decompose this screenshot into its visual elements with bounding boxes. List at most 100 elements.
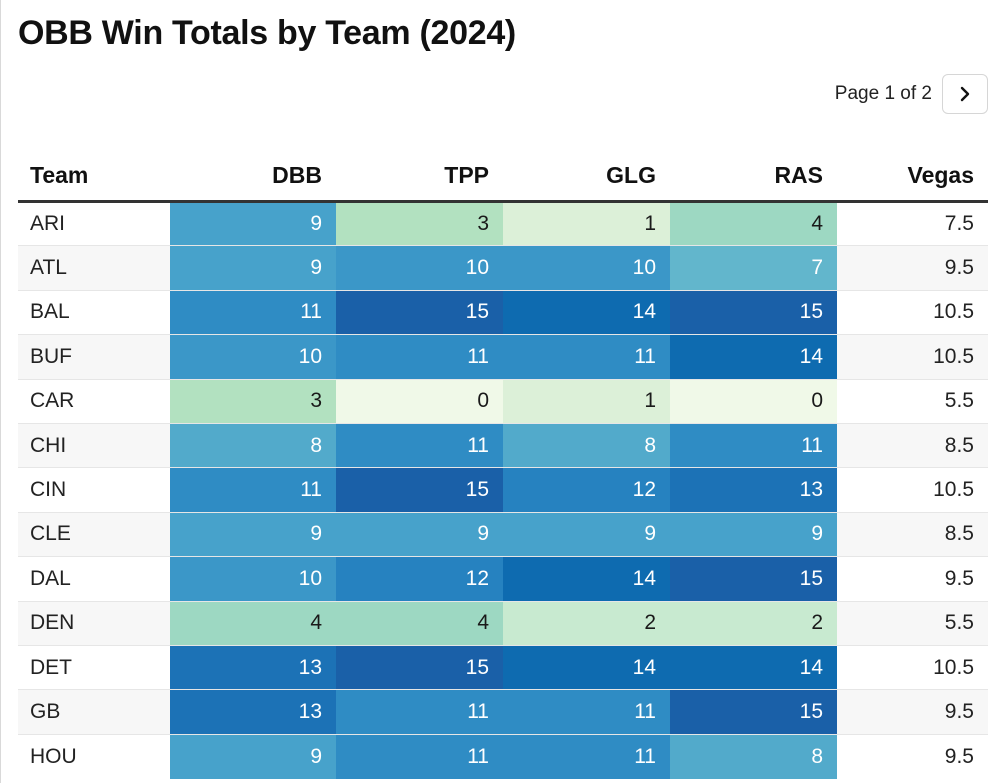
tpp-cell: 12 [336,556,503,602]
table-row: CHI 8 11 8 11 8.5 [18,422,988,468]
table-row: ARI 9 3 1 4 7.5 [18,200,988,246]
tpp-cell: 4 [336,600,503,646]
ras-cell: 11 [670,422,837,468]
dbb-cell: 4 [170,600,336,646]
tpp-cell: 3 [336,200,503,246]
team-cell: DAL [18,556,170,602]
vegas-cell: 10.5 [837,467,988,513]
vegas-cell: 9.5 [837,245,988,291]
vegas-cell: 5.5 [837,600,988,646]
column-header-ras[interactable]: RAS [670,150,837,203]
column-header-glg[interactable]: GLG [503,150,670,203]
ras-cell: 15 [670,689,837,735]
ras-cell: 0 [670,378,837,424]
vegas-cell: 8.5 [837,422,988,468]
team-cell: DEN [18,600,170,646]
column-header-vegas[interactable]: Vegas [837,150,988,203]
team-cell: CHI [18,422,170,468]
tpp-cell: 11 [336,422,503,468]
glg-cell: 14 [503,556,670,602]
tpp-cell: 15 [336,467,503,513]
team-cell: CAR [18,378,170,424]
page-left-border [0,0,1,783]
vegas-cell: 9.5 [837,556,988,602]
glg-cell: 11 [503,334,670,380]
dbb-cell: 13 [170,689,336,735]
team-cell: CIN [18,467,170,513]
table-row: BUF 10 11 11 14 10.5 [18,334,988,380]
glg-cell: 2 [503,600,670,646]
pagination: Page 1 of 2 [835,74,988,114]
table-body: ARI 9 3 1 4 7.5 ATL 9 10 10 7 9.5 BAL 11 15 14 15 10.5 BUF… [18,200,988,779]
glg-cell: 14 [503,644,670,690]
page-title: OBB Win Totals by Team (2024) [18,14,516,52]
team-cell: DET [18,644,170,690]
team-cell: ATL [18,245,170,291]
tpp-cell: 15 [336,644,503,690]
team-cell: CLE [18,511,170,557]
vegas-cell: 10.5 [837,289,988,335]
column-header-team[interactable]: Team [18,150,170,203]
header-row: Team DBB TPP GLG RAS Vegas [18,150,988,203]
ras-cell: 15 [670,289,837,335]
vegas-cell: 9.5 [837,689,988,735]
dbb-cell: 13 [170,644,336,690]
tpp-cell: 11 [336,733,503,779]
ras-cell: 14 [670,644,837,690]
glg-cell: 11 [503,733,670,779]
dbb-cell: 8 [170,422,336,468]
column-header-tpp[interactable]: TPP [336,150,503,203]
table-row: CIN 11 15 12 13 10.5 [18,467,988,513]
glg-cell: 9 [503,511,670,557]
vegas-cell: 7.5 [837,200,988,246]
ras-cell: 4 [670,200,837,246]
glg-cell: 1 [503,378,670,424]
dbb-cell: 11 [170,289,336,335]
vegas-cell: 8.5 [837,511,988,557]
table-row: DEN 4 4 2 2 5.5 [18,600,988,646]
ras-cell: 15 [670,556,837,602]
table-row: HOU 9 11 11 8 9.5 [18,733,988,779]
page-indicator: Page 1 of 2 [834,83,932,104]
ras-cell: 13 [670,467,837,513]
table-row: DAL 10 12 14 15 9.5 [18,556,988,602]
vegas-cell: 10.5 [837,334,988,380]
table-row: ATL 9 10 10 7 9.5 [18,245,988,291]
dbb-cell: 11 [170,467,336,513]
glg-cell: 10 [503,245,670,291]
glg-cell: 12 [503,467,670,513]
vegas-cell: 5.5 [837,378,988,424]
team-cell: GB [18,689,170,735]
dbb-cell: 9 [170,733,336,779]
vegas-cell: 9.5 [837,733,988,779]
chevron-right-icon [960,86,970,102]
dbb-cell: 9 [170,245,336,291]
dbb-cell: 10 [170,556,336,602]
table-row: BAL 11 15 14 15 10.5 [18,289,988,335]
glg-cell: 1 [503,200,670,246]
dbb-cell: 9 [170,200,336,246]
tpp-cell: 0 [336,378,503,424]
team-cell: BUF [18,334,170,380]
tpp-cell: 11 [336,334,503,380]
tpp-cell: 9 [336,511,503,557]
vegas-cell: 10.5 [837,644,988,690]
dbb-cell: 10 [170,334,336,380]
tpp-cell: 15 [336,289,503,335]
ras-cell: 7 [670,245,837,291]
ras-cell: 14 [670,334,837,380]
glg-cell: 14 [503,289,670,335]
team-cell: ARI [18,200,170,246]
tpp-cell: 11 [336,689,503,735]
table-row: DET 13 15 14 14 10.5 [18,644,988,690]
next-page-button[interactable] [942,74,988,114]
table-row: GB 13 11 11 15 9.5 [18,689,988,735]
team-cell: HOU [18,733,170,779]
ras-cell: 8 [670,733,837,779]
glg-cell: 8 [503,422,670,468]
dbb-cell: 9 [170,511,336,557]
column-header-dbb[interactable]: DBB [170,150,336,203]
ras-cell: 9 [670,511,837,557]
team-cell: BAL [18,289,170,335]
table-row: CLE 9 9 9 9 8.5 [18,511,988,557]
